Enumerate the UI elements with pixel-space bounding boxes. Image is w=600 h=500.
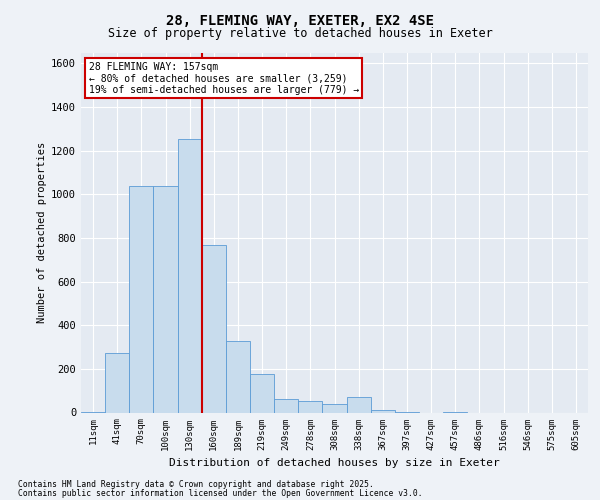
Text: Contains HM Land Registry data © Crown copyright and database right 2025.: Contains HM Land Registry data © Crown c…	[18, 480, 374, 489]
Bar	[178, 138, 202, 412]
Text: Size of property relative to detached houses in Exeter: Size of property relative to detached ho…	[107, 28, 493, 40]
Bar	[371, 410, 395, 412]
Bar	[274, 400, 298, 412]
Bar	[154, 186, 178, 412]
Bar	[202, 244, 226, 412]
Text: 28, FLEMING WAY, EXETER, EX2 4SE: 28, FLEMING WAY, EXETER, EX2 4SE	[166, 14, 434, 28]
X-axis label: Distribution of detached houses by size in Exeter: Distribution of detached houses by size …	[169, 458, 500, 468]
Bar	[226, 340, 250, 412]
Bar	[298, 400, 322, 412]
Text: Contains public sector information licensed under the Open Government Licence v3: Contains public sector information licen…	[18, 489, 422, 498]
Bar	[347, 397, 371, 412]
Bar	[250, 374, 274, 412]
Bar	[129, 186, 154, 412]
Text: 28 FLEMING WAY: 157sqm
← 80% of detached houses are smaller (3,259)
19% of semi-: 28 FLEMING WAY: 157sqm ← 80% of detached…	[89, 62, 359, 94]
Bar	[105, 352, 129, 412]
Y-axis label: Number of detached properties: Number of detached properties	[37, 142, 47, 323]
Bar	[322, 404, 347, 412]
